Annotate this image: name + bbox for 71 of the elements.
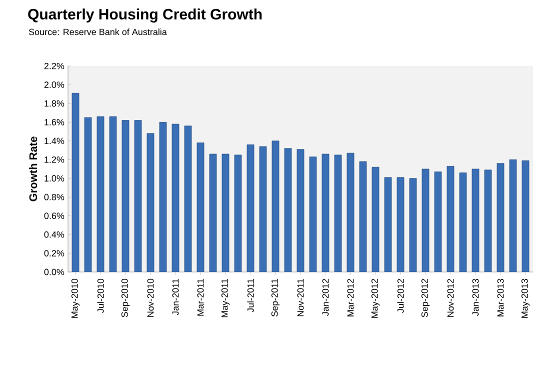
bar (84, 117, 92, 272)
bar (334, 154, 342, 272)
bar (259, 146, 267, 272)
y-tick-label: 0.2% (44, 250, 64, 256)
x-tick-label: Sep-2012 (421, 278, 430, 318)
y-tick-label: 2.0% (44, 82, 64, 88)
x-tick-label: Jul-2010 (97, 278, 104, 313)
bar (472, 168, 480, 272)
bar (109, 116, 117, 272)
bar (484, 170, 492, 272)
bar (96, 116, 104, 272)
y-tick-label: 1.2% (44, 156, 64, 163)
y-tick-label: 1.8% (44, 100, 64, 107)
bar (372, 166, 380, 272)
x-tick-label: Mar-2011 (197, 278, 204, 316)
bar (172, 124, 180, 272)
bar (222, 154, 230, 272)
bar (359, 161, 367, 272)
x-tick-label: Jul-2012 (397, 278, 404, 313)
x-tick-label: May-2013 (521, 278, 530, 318)
bar (322, 154, 330, 272)
bar (346, 152, 354, 272)
y-tick-label: 1.0% (44, 175, 64, 182)
y-tick-label: 1.4% (44, 138, 64, 144)
bar (272, 140, 280, 272)
bar (309, 156, 317, 272)
chart-title: Quarterly Housing Credit Growth (28, 8, 262, 23)
bar (409, 178, 417, 272)
bar (509, 159, 517, 272)
bar (146, 133, 154, 272)
chart-subtitle: Source: Reserve Bank of Australia (28, 28, 167, 36)
x-tick-label: Jan-2011 (172, 278, 179, 316)
x-tick-label: Mar-2013 (497, 278, 504, 316)
bar (159, 122, 167, 272)
bar (522, 160, 530, 272)
bar (459, 172, 467, 272)
bar (422, 168, 430, 272)
x-tick-label: Sep-2011 (271, 278, 280, 316)
x-tick-label: Jan-2012 (322, 278, 329, 316)
x-tick-label: May-2011 (221, 278, 230, 318)
y-tick-label: 0.0% (44, 268, 64, 276)
x-tick-label: May-2010 (71, 278, 80, 318)
x-tick-label: Jan-2013 (472, 278, 479, 316)
bar (134, 120, 142, 272)
bar (72, 92, 80, 272)
x-tick-label: Mar-2012 (347, 278, 354, 316)
bar (209, 154, 217, 272)
y-tick-label: 0.4% (44, 231, 64, 238)
bar (396, 177, 404, 272)
x-tick-label: Sep-2010 (121, 278, 130, 318)
y-tick-label: 0.6% (44, 212, 64, 220)
bar (122, 120, 130, 272)
bar (284, 148, 292, 272)
bar (446, 166, 454, 272)
x-tick-label: Nov-2012 (447, 278, 454, 317)
bar (296, 149, 304, 272)
bar (434, 172, 442, 272)
bar (496, 163, 504, 272)
y-tick-label: 0.8% (44, 194, 64, 200)
y-tick-label: 1.6% (44, 118, 64, 126)
y-axis-title: Growth Rate (29, 136, 38, 202)
x-tick-label: Jul-2011 (247, 278, 254, 312)
bar (196, 142, 204, 272)
y-tick-label: 2.2% (44, 62, 64, 70)
x-tick-label: May-2012 (371, 278, 380, 318)
x-tick-label: Nov-2011 (297, 278, 304, 316)
x-tick-label: Nov-2010 (147, 278, 154, 317)
bar (246, 144, 254, 272)
bar (184, 126, 192, 272)
bar (384, 177, 392, 272)
bar (234, 154, 242, 272)
